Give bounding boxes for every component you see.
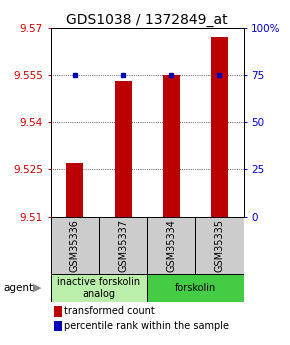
Text: GSM35335: GSM35335	[215, 219, 224, 272]
Text: transformed count: transformed count	[64, 306, 155, 316]
Text: GSM35334: GSM35334	[166, 219, 176, 272]
Bar	[147, 274, 244, 302]
Bar	[163, 75, 180, 217]
Bar	[147, 217, 195, 274]
Bar	[66, 163, 83, 217]
Text: forskolin: forskolin	[175, 283, 216, 293]
Text: agent: agent	[3, 283, 33, 293]
Bar	[115, 81, 131, 217]
Bar	[99, 217, 147, 274]
Text: GSM35336: GSM35336	[70, 219, 80, 272]
Bar	[195, 217, 244, 274]
Bar	[54, 321, 62, 332]
Text: GSM35337: GSM35337	[118, 219, 128, 272]
Bar	[211, 37, 228, 217]
Title: GDS1038 / 1372849_at: GDS1038 / 1372849_at	[66, 12, 228, 27]
Text: ▶: ▶	[33, 283, 42, 293]
Text: percentile rank within the sample: percentile rank within the sample	[64, 321, 229, 331]
Bar	[54, 306, 62, 317]
Text: inactive forskolin
analog: inactive forskolin analog	[57, 277, 141, 299]
Bar	[51, 274, 147, 302]
Bar	[51, 217, 99, 274]
